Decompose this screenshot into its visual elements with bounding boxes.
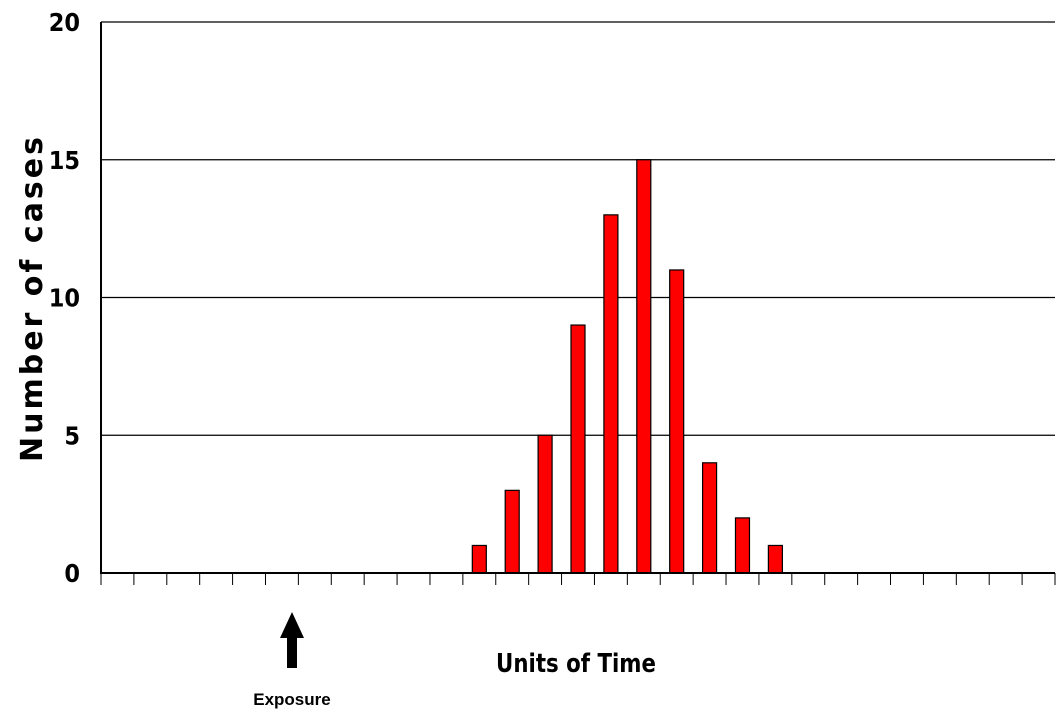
bar — [636, 159, 652, 574]
y-tick-label: 0 — [64, 559, 80, 588]
y-tick-label: 5 — [64, 421, 80, 450]
exposure-label: Exposure — [253, 690, 330, 709]
bar — [570, 324, 586, 574]
y-tick-labels: 0 5 10 15 20 — [49, 8, 80, 588]
bars — [471, 159, 783, 574]
y-tick-label: 20 — [49, 8, 80, 37]
up-arrow-icon — [280, 612, 304, 668]
exposure-annotation: Exposure — [253, 612, 331, 709]
y-tick-label: 10 — [49, 284, 80, 313]
x-tick-marks — [100, 573, 1056, 585]
axes — [100, 22, 1055, 574]
bar — [504, 489, 520, 574]
y-tick-label: 15 — [49, 146, 80, 175]
bar — [701, 462, 718, 574]
x-axis-title: Units of Time — [496, 648, 656, 679]
bar — [669, 269, 685, 574]
y-axis-title: Number of cases — [15, 134, 50, 462]
bar — [734, 517, 751, 574]
bar — [603, 214, 619, 574]
bar — [471, 544, 487, 574]
bar — [767, 544, 783, 574]
bar — [537, 434, 553, 574]
